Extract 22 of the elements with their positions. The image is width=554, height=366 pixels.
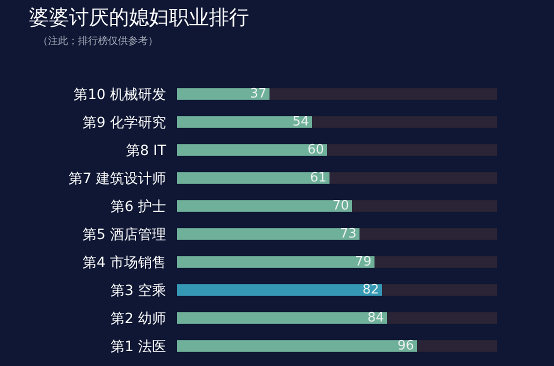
data-label: 37 — [250, 86, 266, 102]
data-label: 61 — [310, 170, 326, 186]
data-label: 79 — [354, 254, 372, 270]
y-tick-label: 第2 幼师 — [110, 310, 166, 327]
data-label: 96 — [397, 338, 414, 354]
chart-title: 婆婆讨厌的媳妇职业排行 — [29, 5, 249, 29]
y-tick-label: 第1 法医 — [110, 338, 166, 355]
data-label: 70 — [332, 198, 349, 214]
data-label: 73 — [340, 226, 356, 242]
data-label: 84 — [367, 310, 384, 326]
y-tick-label: 第5 酒店管理 — [82, 226, 166, 243]
data-label: 82 — [362, 282, 379, 298]
y-tick-label: 第4 市场销售 — [82, 254, 166, 271]
y-tick-label: 第10 机械研发 — [74, 86, 166, 103]
y-tick-label: 第7 建筑设计师 — [68, 170, 166, 187]
chart-subtitle: （注此；排行榜仅供参考） — [38, 35, 158, 47]
data-label: 54 — [292, 114, 309, 130]
y-tick-label: 第8 IT — [126, 142, 166, 159]
y-tick-label: 第9 化学研究 — [82, 114, 166, 131]
y-tick-label: 第6 护士 — [110, 198, 166, 215]
data-label: 60 — [307, 142, 324, 158]
y-tick-label: 第3 空乘 — [110, 282, 166, 299]
